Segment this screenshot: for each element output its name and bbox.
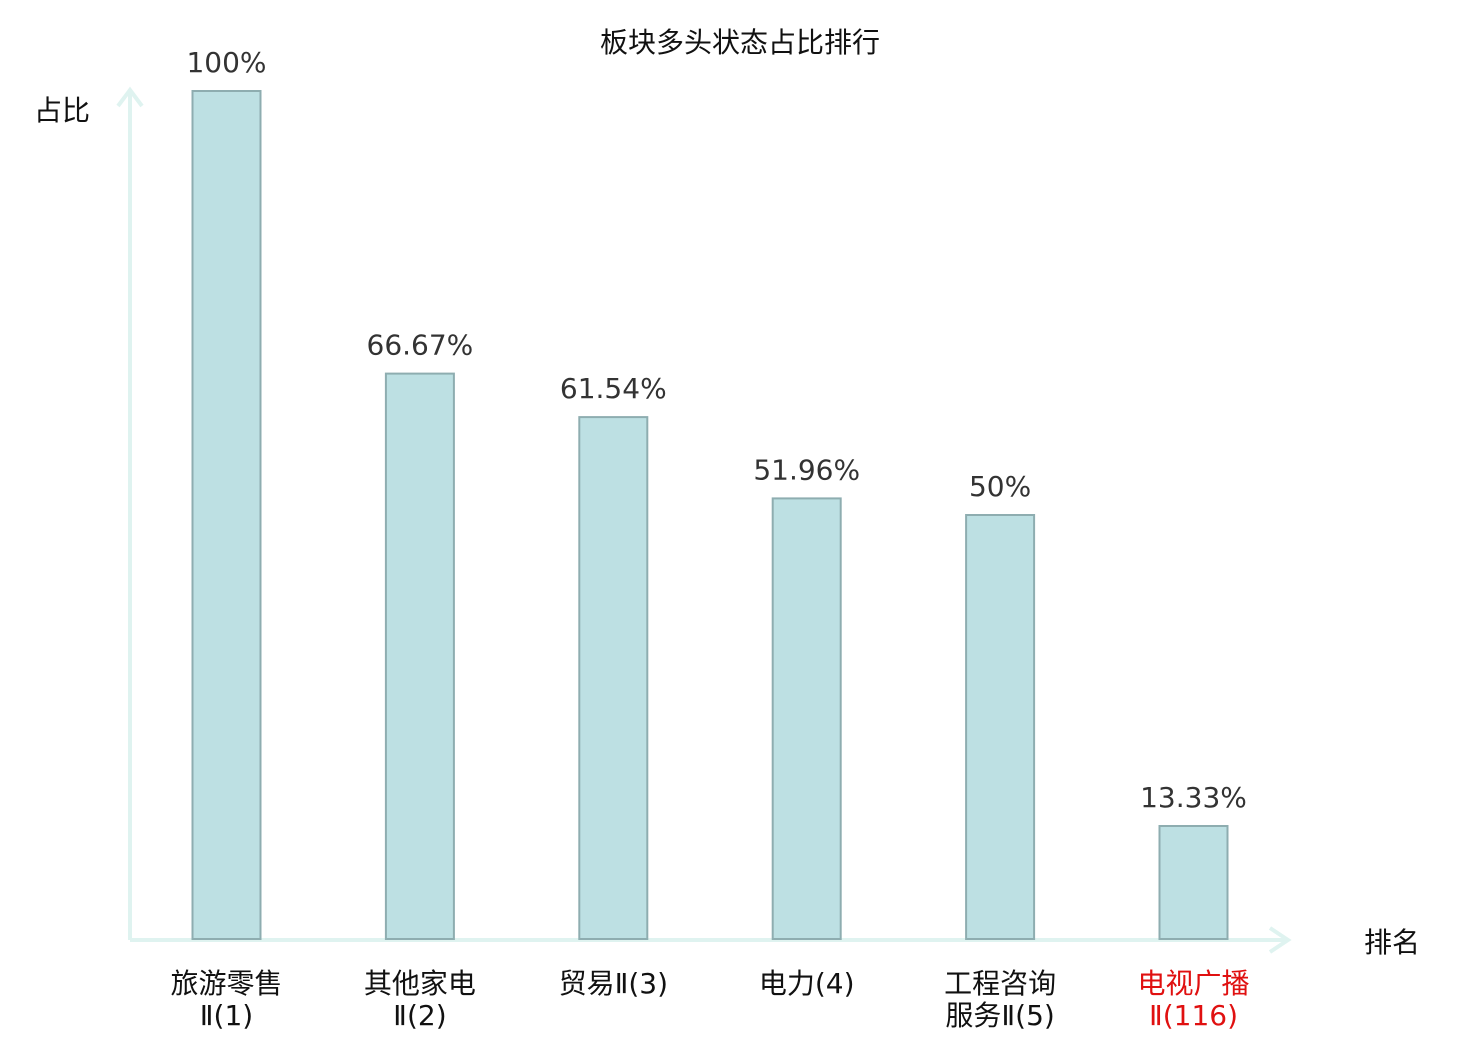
category-label-line: Ⅱ(1) [200,999,253,1032]
category-label-line: 电力(4) [759,967,855,1000]
category-label-3: 贸易Ⅱ(3) [559,967,668,1000]
value-label-4: 51.96% [753,453,860,486]
value-labels-group: 100% 66.67% 61.54% 51.96% 50% 13.33% [186,46,1246,814]
bar-1 [191,90,262,940]
value-label-3: 61.54% [560,372,667,405]
axes [116,86,1292,954]
category-label-line: 贸易Ⅱ(3) [559,967,668,1000]
category-label-4: 电力(4) [759,967,855,1000]
bars-group [191,90,1229,941]
category-label-line: Ⅱ(2) [393,999,446,1032]
category-label-line: 电视广播 [1137,967,1249,1000]
chart-title: 板块多头状态占比排行 [600,26,880,59]
value-label-6: 13.33% [1140,781,1247,814]
category-label-line: 服务Ⅱ(5) [945,999,1054,1032]
bar-3 [578,416,649,941]
category-label-line: 其他家电 [364,967,476,1000]
category-label-1: 旅游零售 Ⅱ(1) [170,967,282,1032]
category-label-2: 其他家电 Ⅱ(2) [364,967,476,1032]
category-label-line: 旅游零售 [170,967,282,1000]
bar-5 [965,514,1036,940]
value-label-1: 100% [186,46,266,79]
category-label-6: 电视广播 Ⅱ(116) [1137,967,1249,1032]
bar-6 [1158,825,1229,940]
category-label-line: Ⅱ(116) [1149,999,1238,1032]
value-label-5: 50% [969,470,1031,503]
y-axis-arrow [116,86,144,108]
x-axis-arrow [1268,926,1292,954]
category-label-line: 工程咨询 [944,967,1056,1000]
x-axis-label: 排名 [1364,926,1420,959]
category-labels-group: 旅游零售 Ⅱ(1) 其他家电 Ⅱ(2) 贸易Ⅱ(3) 电力(4) 工程咨询服务Ⅱ(5) 电视广… [170,967,1249,1032]
bar-4 [771,497,842,940]
bar-2 [384,372,455,941]
y-axis-label: 占比 [34,94,90,127]
category-label-5: 工程咨询服务Ⅱ(5) [944,967,1056,1032]
value-label-2: 66.67% [367,329,474,362]
